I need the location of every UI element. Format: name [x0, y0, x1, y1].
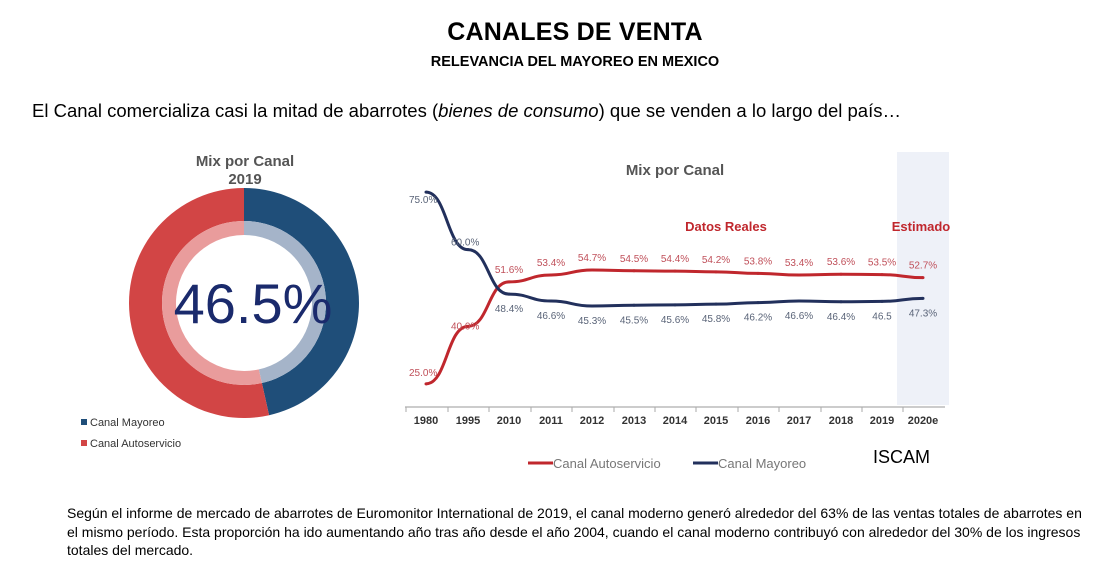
x-tick-label: 2014	[663, 415, 688, 427]
data-label-autoservicio: 52.7%	[909, 261, 937, 272]
data-label-autoservicio: 54.7%	[578, 253, 606, 264]
data-label-autoservicio: 53.5%	[868, 258, 896, 269]
data-label-autoservicio: 25.0%	[409, 368, 437, 379]
donut-subtitle: 2019	[228, 171, 261, 188]
data-point-autoservicio	[921, 276, 925, 280]
x-tick-label: 1995	[456, 415, 480, 427]
data-point-mayoreo	[549, 299, 553, 303]
data-point-autoservicio	[632, 269, 636, 273]
footer-paragraph: Según el informe de mercado de abarrotes…	[67, 505, 1082, 558]
annotation-estimated: Estimado	[892, 219, 951, 234]
donut-inner-ring-autoservicio	[161, 220, 262, 385]
data-label-autoservicio: 53.4%	[785, 258, 813, 269]
legend-label-mayoreo: Canal Mayoreo	[90, 417, 165, 429]
data-label-autoservicio: 40.0%	[451, 321, 479, 332]
page-title: CANALES DE VENTA	[447, 18, 703, 46]
data-point-mayoreo	[632, 303, 636, 307]
data-label-mayoreo: 60.0%	[451, 238, 479, 249]
x-tick-label: 1980	[414, 415, 438, 427]
legend-label-autoservicio: Canal Autoservicio	[90, 438, 181, 450]
data-label-autoservicio: 53.6%	[827, 257, 855, 268]
x-tick-label: 2010	[497, 415, 521, 427]
donut-title: Mix por Canal	[196, 153, 294, 170]
x-tick-label: 2013	[622, 415, 646, 427]
data-label-mayoreo: 46.6%	[537, 311, 565, 322]
donut-center-value: 46.5%	[174, 272, 333, 335]
intro-after: ) que se venden a lo largo del país…	[598, 100, 901, 121]
donut-slice-mayoreo	[244, 188, 359, 416]
data-point-autoservicio	[549, 273, 553, 277]
data-point-mayoreo	[714, 302, 718, 306]
intro-text: El Canal comercializa casi la mitad de a…	[32, 100, 901, 122]
data-point-autoservicio	[590, 268, 594, 272]
data-label-autoservicio: 54.5%	[620, 254, 648, 265]
legend-swatch-autoservicio	[81, 440, 87, 446]
data-label-mayoreo: 46.6%	[785, 311, 813, 322]
data-point-mayoreo	[590, 304, 594, 308]
data-label-mayoreo: 45.8%	[702, 314, 730, 325]
data-point-mayoreo	[507, 292, 511, 296]
data-point-autoservicio	[466, 324, 470, 328]
x-tick-label: 2011	[539, 415, 563, 427]
legend-label-mayoreo: Canal Mayoreo	[718, 456, 806, 471]
series-line-autoservicio	[425, 268, 924, 386]
data-point-autoservicio	[714, 270, 718, 274]
data-point-autoservicio	[507, 280, 511, 284]
legend-label-autoservicio: Canal Autoservicio	[553, 456, 661, 471]
data-label-mayoreo: 45.3%	[578, 316, 606, 327]
data-label-mayoreo: 48.4%	[495, 304, 523, 315]
data-point-mayoreo	[466, 248, 470, 252]
data-point-mayoreo	[424, 190, 428, 194]
data-point-autoservicio	[673, 269, 677, 273]
intro-italic: bienes de consumo	[438, 100, 599, 121]
x-tick-label: 2020e	[908, 415, 939, 427]
x-tick-label: 2017	[787, 415, 811, 427]
series-line-mayoreo	[425, 190, 924, 308]
line-chart-title: Mix por Canal	[626, 162, 724, 179]
line-chart: Mix por Canal Datos Reales Estimado 1980 199…	[405, 152, 951, 471]
data-point-mayoreo	[673, 303, 677, 307]
data-point-autoservicio	[756, 271, 760, 275]
data-label-autoservicio: 53.4%	[537, 258, 565, 269]
x-tick-label: 2016	[746, 415, 770, 427]
x-tick-label: 2015	[704, 415, 728, 427]
x-tick-label: 2019	[870, 415, 894, 427]
data-label-autoservicio: 54.4%	[661, 254, 689, 265]
data-point-mayoreo	[756, 301, 760, 305]
intro-before: El Canal comercializa casi la mitad de a…	[32, 100, 439, 121]
data-point-autoservicio	[424, 382, 428, 386]
source-label: ISCAM	[873, 447, 931, 467]
donut-inner-ring-mayoreo	[244, 221, 326, 384]
data-label-mayoreo: 46.5	[872, 311, 892, 322]
data-point-mayoreo	[797, 299, 801, 303]
data-point-autoservicio	[839, 272, 843, 276]
data-label-mayoreo: 46.2%	[744, 313, 772, 324]
page-subtitle: RELEVANCIA DEL MAYOREO EN MEXICO	[430, 54, 720, 70]
data-point-mayoreo	[921, 296, 925, 300]
data-label-mayoreo: 75.0%	[409, 195, 437, 206]
data-point-mayoreo	[880, 299, 884, 303]
data-label-mayoreo: 45.6%	[661, 315, 689, 326]
x-tick-label: 2018	[829, 415, 853, 427]
donut-slice-autoservicio	[128, 188, 270, 419]
data-label-autoservicio: 53.8%	[744, 256, 772, 267]
data-label-autoservicio: 54.2%	[702, 255, 730, 266]
data-point-mayoreo	[839, 300, 843, 304]
data-label-mayoreo: 47.3%	[909, 308, 937, 319]
data-point-autoservicio	[797, 273, 801, 277]
x-tick-label: 2012	[580, 415, 604, 427]
data-label-autoservicio: 51.6%	[495, 265, 523, 276]
legend-swatch-mayoreo	[81, 419, 87, 425]
data-point-autoservicio	[880, 273, 884, 277]
data-label-mayoreo: 46.4%	[827, 312, 855, 323]
data-label-mayoreo: 45.5%	[620, 315, 648, 326]
annotation-real: Datos Reales	[685, 219, 767, 234]
